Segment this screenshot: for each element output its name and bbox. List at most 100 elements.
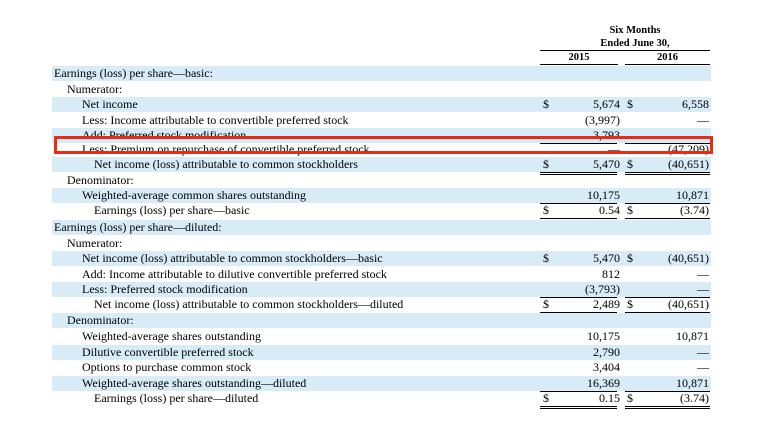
currency-2016: $ — [627, 203, 633, 217]
table-row: Denominator: — [52, 313, 711, 328]
period-header-line2: Ended June 30, — [600, 38, 670, 49]
year-2016-header: 2016 — [657, 52, 678, 63]
table-row: Net income (loss) attributable to common… — [52, 157, 711, 172]
table-row: Earnings (loss) per share—diluted: — [52, 220, 711, 235]
table-row: Earnings (loss) per share—basic $0.54 $ (3.… — [52, 203, 711, 218]
table-row: Net income (loss) attributable to common… — [52, 251, 711, 266]
value-rule — [625, 391, 710, 392]
value-rule — [625, 143, 710, 144]
value-2016: — — [697, 345, 709, 359]
currency-2016: $ — [627, 297, 633, 311]
value-2016: (40,651) — [668, 157, 709, 171]
value-2015: 5,470 — [593, 157, 620, 171]
row-label: Earnings (loss) per share—basic: — [54, 66, 213, 80]
value-rule — [625, 203, 710, 204]
period-header-rule — [540, 50, 710, 51]
value-2016: (3.74) — [680, 391, 709, 405]
row-label: Weighted-average shares outstanding—dilu… — [82, 376, 307, 390]
table-row: Net income $5,674 $6,558 — [52, 97, 711, 112]
table-row: Weighted-average common shares outstandi… — [52, 188, 711, 203]
row-label: Earnings (loss) per share—diluted — [94, 391, 259, 405]
value-2016: — — [697, 267, 709, 281]
value-2016: — — [697, 282, 709, 296]
row-label: Net income — [82, 97, 138, 111]
value-rule — [625, 172, 710, 175]
table-row: Less: Income attributable to convertible… — [52, 113, 711, 128]
year-2015-rule — [540, 64, 618, 65]
value-rule — [625, 218, 710, 221]
value-2016: 10,871 — [676, 188, 709, 202]
value-2015: (3,793) — [585, 282, 620, 296]
value-rule — [540, 218, 617, 221]
value-2015: 2,790 — [593, 345, 620, 359]
currency-2015: $ — [543, 157, 549, 171]
row-label: Earnings (loss) per share—basic — [94, 203, 250, 217]
value-2016: — — [697, 360, 709, 374]
currency-2016: $ — [627, 157, 633, 171]
row-label: Denominator: — [67, 173, 134, 187]
table-row: Earnings (loss) per share—diluted $0.15 $ (… — [52, 391, 711, 406]
value-rule — [540, 172, 617, 175]
value-2015: (3,997) — [585, 113, 620, 127]
period-header-line1: Six Months — [609, 25, 661, 36]
value-2016: 6,558 — [682, 97, 709, 111]
table-row: Weighted-average shares outstanding—dilu… — [52, 376, 711, 391]
highlight-box — [54, 136, 713, 154]
row-label: Net income (loss) attributable to common… — [94, 297, 404, 311]
value-rule — [540, 143, 617, 144]
table-row: Numerator: — [52, 236, 711, 251]
currency-2015: $ — [543, 297, 549, 311]
row-label: Options to purchase common stock — [82, 360, 252, 374]
value-2016: — — [697, 113, 709, 127]
table-row: Denominator: — [52, 173, 711, 188]
year-2016-rule — [625, 64, 710, 65]
row-label: Less: Income attributable to convertible… — [82, 113, 349, 127]
currency-2015: $ — [543, 251, 549, 265]
value-2016: (40,651) — [668, 251, 709, 265]
table-row: Numerator: — [52, 82, 711, 97]
value-2016: (40,651) — [668, 297, 709, 311]
currency-2015: $ — [543, 391, 549, 405]
value-2015: 0.15 — [599, 391, 620, 405]
row-label: Weighted-average shares outstanding — [82, 329, 261, 343]
row-label: Numerator: — [67, 82, 123, 96]
value-2015: 5,470 — [593, 251, 620, 265]
value-2015: 2,489 — [593, 297, 620, 311]
row-label: Net income (loss) attributable to common… — [82, 251, 383, 265]
row-label: Net income (loss) attributable to common… — [94, 157, 358, 171]
row-label: Weighted-average common shares outstandi… — [82, 188, 306, 202]
currency-2016: $ — [627, 251, 633, 265]
table-row: Net income (loss) attributable to common… — [52, 297, 711, 312]
row-label: Dilutive convertible preferred stock — [82, 345, 254, 359]
value-2015: 812 — [602, 267, 620, 281]
currency-2015: $ — [543, 97, 549, 111]
value-2016: 10,871 — [676, 329, 709, 343]
value-rule — [540, 406, 617, 409]
currency-2016: $ — [627, 97, 633, 111]
table-row: Add: Income attributable to dilutive con… — [52, 267, 711, 282]
row-label: Less: Preferred stock modification — [82, 282, 248, 296]
table-row: Weighted-average shares outstanding 10,17… — [52, 329, 711, 344]
value-2016: (3.74) — [680, 203, 709, 217]
value-2015: 3,404 — [593, 360, 620, 374]
table-row: Earnings (loss) per share—basic: — [52, 66, 711, 81]
currency-2015: $ — [543, 203, 549, 217]
value-2015: 0.54 — [599, 203, 620, 217]
value-rule — [625, 406, 710, 409]
value-rule — [625, 297, 710, 298]
value-rule — [540, 391, 617, 392]
row-label: Earnings (loss) per share—diluted: — [54, 220, 222, 234]
value-rule — [540, 203, 617, 204]
value-rule — [540, 297, 617, 298]
value-2016: 10,871 — [676, 376, 709, 390]
table-row: Less: Preferred stock modification (3,793… — [52, 282, 711, 297]
value-2015: 5,674 — [593, 97, 620, 111]
value-2015: 10,175 — [587, 329, 620, 343]
value-2015: 10,175 — [587, 188, 620, 202]
currency-2016: $ — [627, 391, 633, 405]
value-2015: 16,369 — [587, 376, 620, 390]
year-2015-header: 2015 — [568, 52, 590, 63]
table-row: Options to purchase common stock 3,404 — — [52, 360, 711, 375]
row-label: Numerator: — [67, 236, 123, 250]
